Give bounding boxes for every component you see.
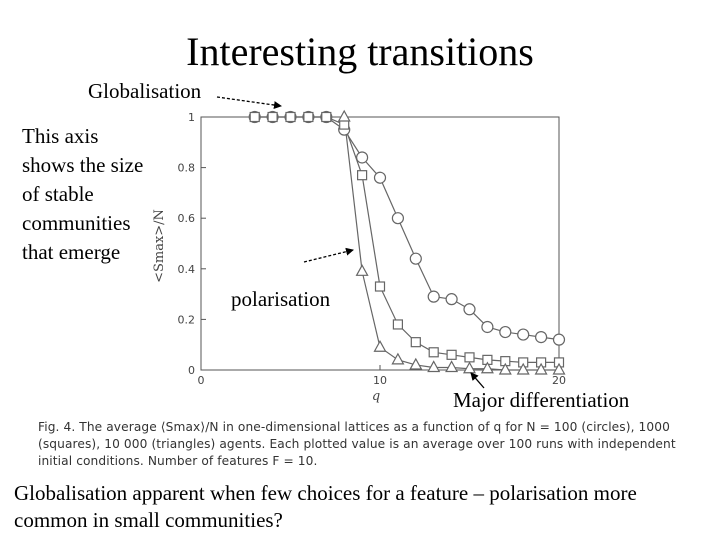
square-point — [392, 319, 403, 330]
major-differentiation-label: Major differentiation — [453, 388, 630, 412]
square-point — [357, 170, 368, 181]
triangle-point — [427, 360, 441, 373]
polarisation-arrow — [303, 247, 354, 263]
y-axis-label: <Smax>/N — [152, 209, 167, 283]
triangle-point — [373, 339, 387, 352]
polarisation-label: polarisation — [231, 287, 331, 311]
triangle-point — [480, 361, 494, 374]
circle-point — [445, 293, 458, 306]
y-tick-label: 0.6 — [178, 212, 196, 225]
x-tick-label: 10 — [373, 374, 387, 387]
triangle-point — [409, 357, 423, 370]
triangle-point — [498, 362, 512, 375]
square-point — [321, 111, 332, 123]
circle-point — [373, 171, 387, 184]
axis-note: This axis shows the size of stable commu… — [22, 124, 144, 264]
square-point — [374, 281, 386, 292]
footer-question: Globalisation apparent when few choices … — [14, 481, 637, 532]
y-tick-label: 0.4 — [178, 263, 196, 276]
y-tick-label: 0.2 — [178, 313, 196, 326]
circle-point — [534, 331, 548, 344]
circle-point — [463, 303, 476, 316]
circle-point — [409, 252, 422, 265]
circle-point — [356, 151, 369, 164]
globalisation-arrow — [216, 96, 282, 109]
square-point — [285, 111, 296, 123]
circle-point — [499, 325, 512, 339]
triangle-point — [552, 362, 566, 375]
slide-title: Interesting transitions — [186, 29, 534, 74]
square-point — [464, 352, 475, 363]
y-tick-label: 0 — [188, 364, 195, 377]
square-point — [303, 111, 314, 123]
circle-point — [481, 320, 494, 334]
major-differentiation-arrow — [470, 372, 485, 389]
square-point — [428, 347, 439, 358]
circle-point — [552, 333, 566, 346]
triangle-point — [534, 362, 548, 375]
y-tick-label: 1 — [188, 111, 195, 124]
square-point — [267, 111, 278, 123]
triangle-point — [337, 109, 351, 122]
series-line-circle — [254, 116, 560, 341]
circle-point — [391, 212, 404, 225]
square-point — [249, 111, 260, 123]
triangle-point — [462, 361, 477, 374]
figure-caption: Fig. 4. The average ⟨Smax⟩/N in one-dime… — [38, 420, 676, 468]
x-tick-label: 0 — [198, 374, 205, 387]
x-tick-label: 20 — [552, 374, 566, 387]
globalisation-label: Globalisation — [88, 79, 202, 103]
square-point — [410, 337, 421, 348]
circle-point — [427, 290, 440, 303]
circle-point — [517, 328, 530, 341]
y-tick-label: 0.8 — [178, 162, 196, 175]
triangle-point — [391, 352, 405, 365]
triangle-point — [355, 264, 369, 276]
triangle-point — [516, 362, 530, 375]
square-point — [446, 349, 457, 360]
x-axis-label: q — [372, 389, 380, 404]
triangle-point — [445, 360, 459, 373]
